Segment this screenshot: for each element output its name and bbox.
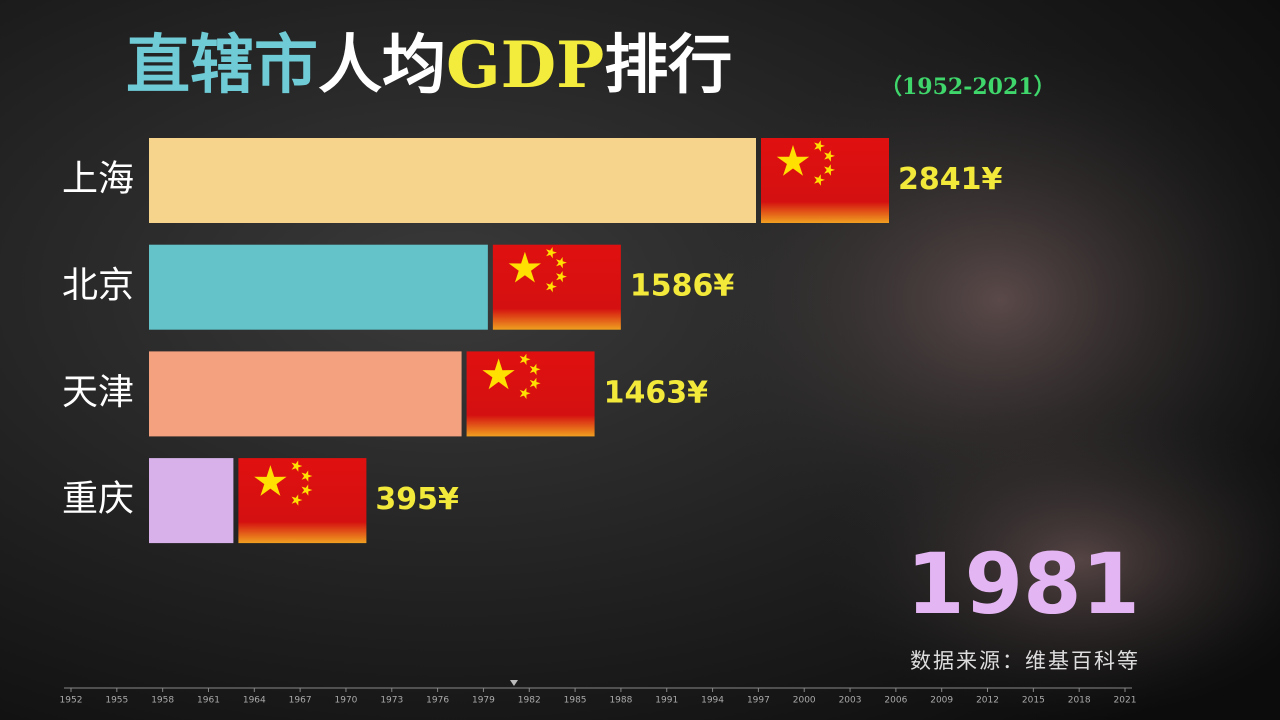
- value-label: 2841¥: [898, 162, 1002, 197]
- value-label: 1463¥: [604, 375, 708, 410]
- value-label: 1586¥: [630, 269, 734, 304]
- timeline-tick-label: 2003: [839, 696, 862, 706]
- timeline-tick-label: 1976: [426, 696, 449, 706]
- flag-star: [824, 150, 835, 162]
- category-label: 北京: [62, 265, 134, 306]
- flag-star: [556, 257, 567, 269]
- timeline-tick-label: 1973: [380, 696, 403, 706]
- current-year: 1981: [906, 535, 1140, 633]
- value-label: 395¥: [375, 482, 459, 517]
- flag-star: [519, 387, 531, 400]
- bar: [149, 138, 756, 223]
- title-segment: 人均: [318, 28, 446, 103]
- timeline-marker: [509, 680, 518, 686]
- source: 数据来源：维基百科等: [910, 649, 1140, 673]
- title-segment: 直辖市: [126, 28, 318, 103]
- title-segment: GDP: [446, 28, 604, 103]
- flag: [238, 458, 367, 544]
- timeline-tick-label: 2012: [976, 696, 999, 706]
- flag-star: [546, 247, 557, 259]
- flag-star: [254, 465, 287, 496]
- subtitle: （1952-2021）: [880, 74, 1056, 100]
- timeline-tick-label: 2018: [1068, 696, 1091, 706]
- timeline-tick-label: 1967: [289, 696, 312, 706]
- category-label: 重庆: [62, 479, 134, 520]
- timeline-tick-label: 1988: [609, 696, 632, 706]
- timeline-tick-label: 1964: [243, 696, 266, 706]
- flag-star: [482, 358, 515, 390]
- timeline-tick-label: 1970: [335, 696, 358, 706]
- category-label: 上海: [62, 159, 134, 200]
- title-segment: 排行: [604, 28, 732, 103]
- flag-star: [529, 363, 541, 376]
- timeline-tick-label: 1994: [701, 696, 724, 706]
- category-label: 天津: [62, 372, 134, 413]
- flag-star: [814, 174, 825, 186]
- timeline-tick-label: 2000: [793, 696, 816, 706]
- timeline-tick-label: 1997: [747, 696, 770, 706]
- flag-star: [814, 140, 825, 152]
- flag-star: [556, 271, 567, 283]
- flag-star: [301, 470, 313, 482]
- flag-star: [824, 164, 835, 176]
- flag-star: [301, 484, 313, 496]
- flag: [466, 351, 595, 437]
- chart-title: 直辖市人均GDP排行: [126, 28, 732, 103]
- timeline-tick-label: 1958: [151, 696, 174, 706]
- flag-star: [546, 281, 557, 293]
- timeline-tick-label: 1961: [197, 696, 220, 706]
- flag-star: [529, 377, 541, 390]
- flag: [761, 138, 889, 223]
- flag-star: [519, 353, 531, 366]
- flag-star: [508, 251, 541, 283]
- timeline-tick-label: 2009: [930, 696, 953, 706]
- flag: [492, 244, 621, 330]
- timeline-tick-label: 1991: [655, 696, 678, 706]
- flag-star: [291, 494, 303, 506]
- timeline-tick-label: 1985: [564, 696, 587, 706]
- bar: [149, 244, 488, 330]
- flag-star: [291, 460, 303, 472]
- decoration: [820, 400, 1280, 720]
- bar: [149, 351, 462, 437]
- timeline-tick-label: 2006: [884, 696, 907, 706]
- timeline-tick-label: 1982: [518, 696, 541, 706]
- timeline-tick-label: 1955: [105, 696, 128, 706]
- flag-star: [776, 145, 810, 176]
- bar: [149, 458, 234, 544]
- timeline-tick-label: 2021: [1114, 696, 1137, 706]
- timeline-tick-label: 1979: [472, 696, 495, 706]
- timeline-tick-label: 2015: [1022, 696, 1045, 706]
- timeline-tick-label: 1952: [60, 696, 83, 706]
